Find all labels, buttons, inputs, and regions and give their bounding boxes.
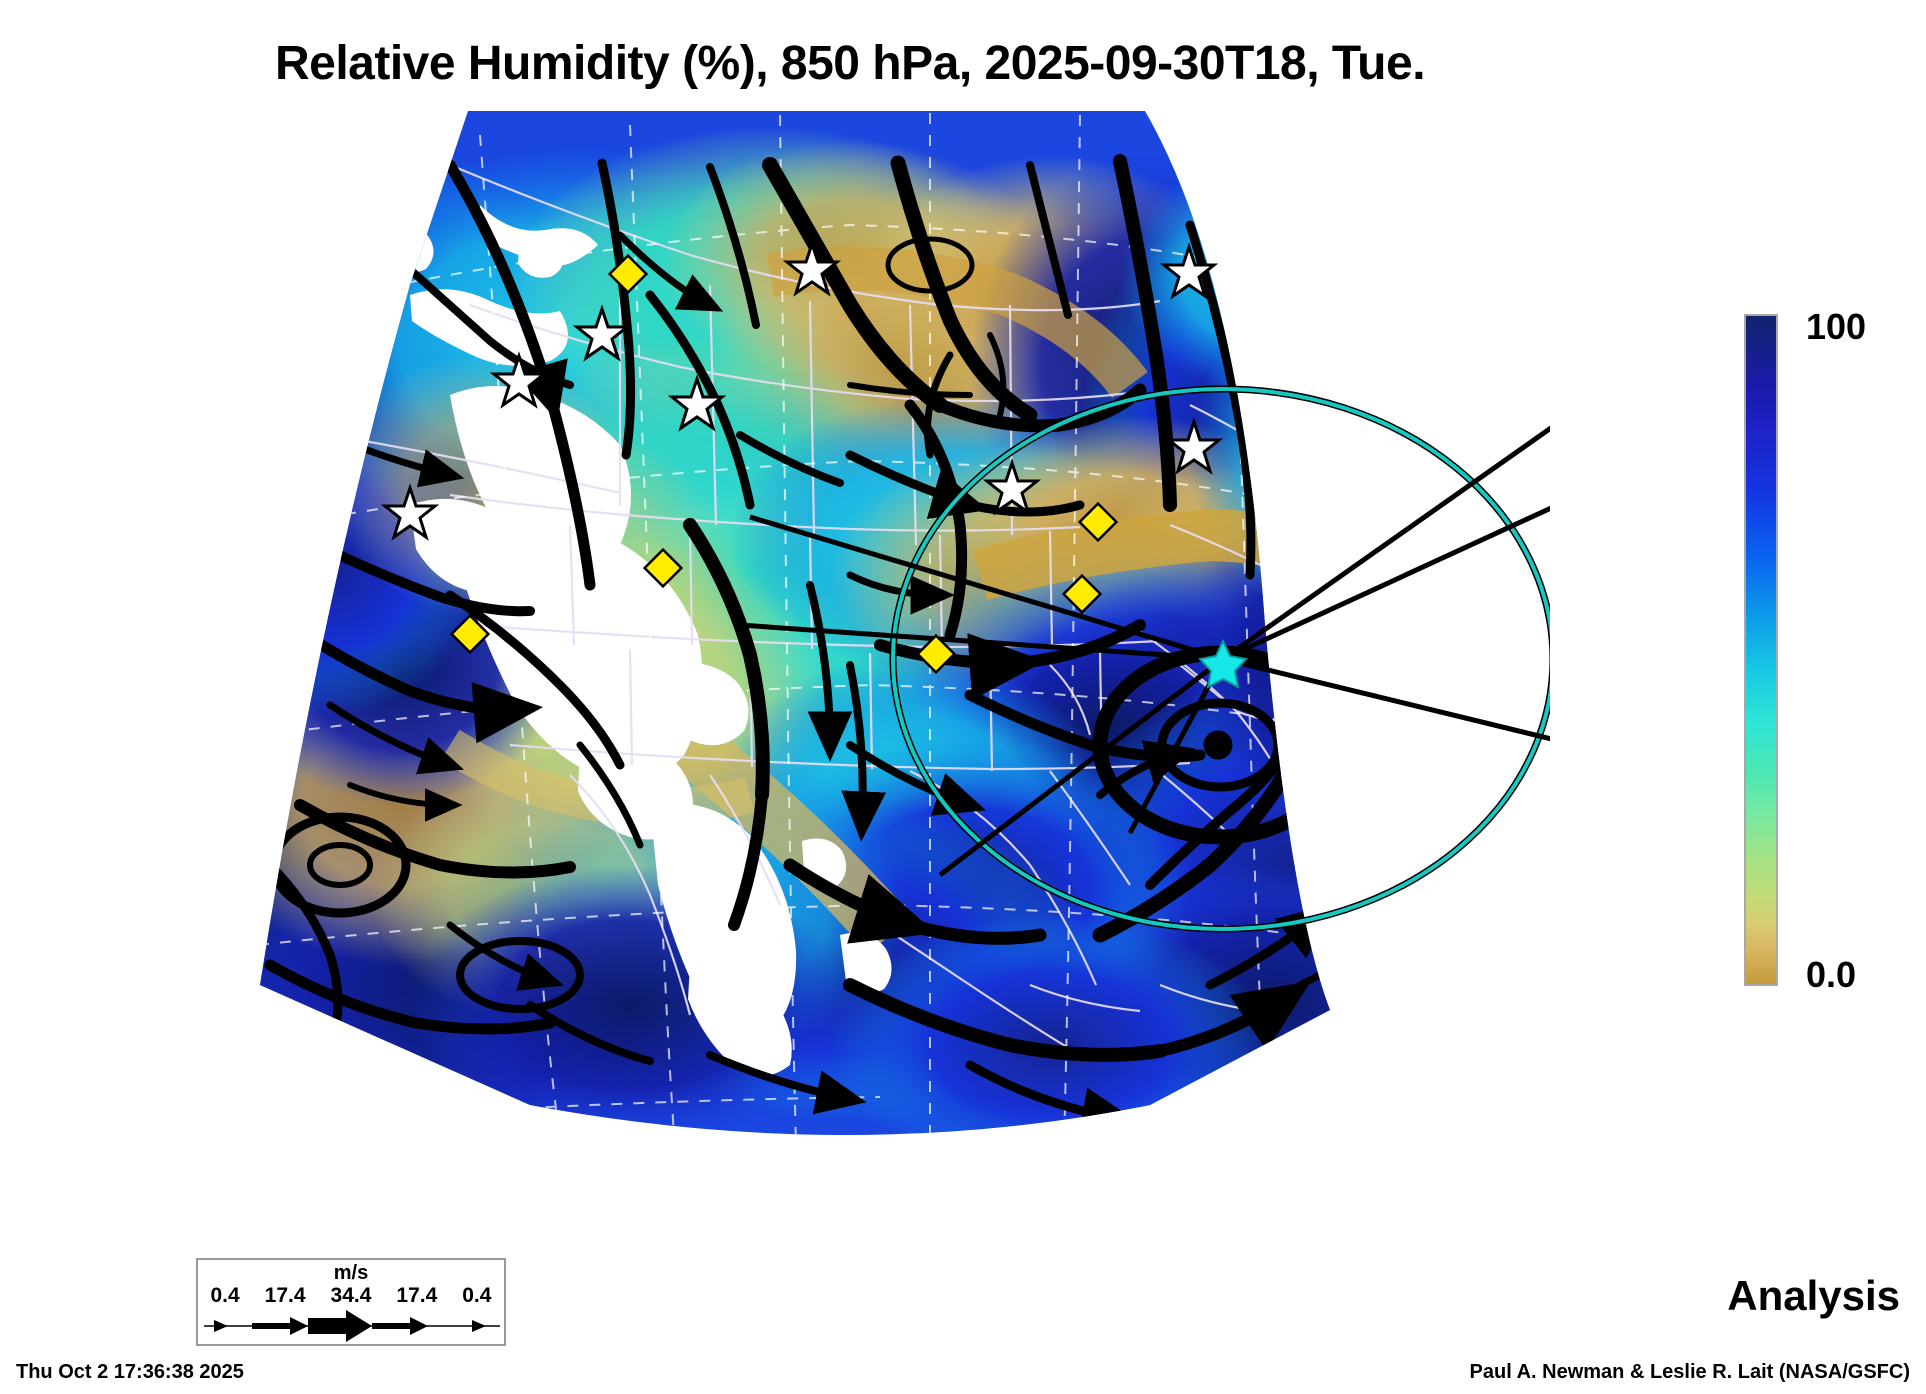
colorbar: 100 0.0	[1744, 306, 1924, 995]
wind-tick-2: 34.4	[330, 1284, 372, 1307]
wind-tick-3: 17.4	[396, 1284, 438, 1307]
wind-units-label: m/s	[333, 1262, 369, 1284]
wind-tick-0: 0.4	[210, 1284, 240, 1307]
colorbar-gradient	[1744, 314, 1778, 986]
wind-arrow-scale	[204, 1310, 500, 1342]
generation-timestamp: Thu Oct 2 17:36:38 2025	[16, 1361, 244, 1383]
wind-tick-4: 0.4	[462, 1284, 492, 1307]
station-markers	[380, 239, 1248, 689]
author-credit: Paul A. Newman & Leslie R. Lait (NASA/GS…	[1469, 1361, 1910, 1383]
relative-humidity-map	[260, 111, 1550, 1135]
base-station-star	[1198, 638, 1248, 689]
analysis-label: Analysis	[1727, 1272, 1900, 1319]
map-panel	[150, 105, 1550, 1245]
colorbar-max-label: 100	[1806, 306, 1867, 347]
page-title: Relative Humidity (%), 850 hPa, 2025-09-…	[274, 37, 1426, 90]
colorbar-min-label: 0.0	[1806, 954, 1857, 995]
flight-range-circle	[889, 385, 1550, 933]
wind-tick-1: 17.4	[264, 1284, 306, 1307]
wind-tick-labels: 0.4 17.4 34.4 17.4 0.4	[198, 1284, 504, 1308]
wind-speed-legend: m/s 0.4 17.4 34.4 17.4 0.4	[196, 1258, 506, 1346]
